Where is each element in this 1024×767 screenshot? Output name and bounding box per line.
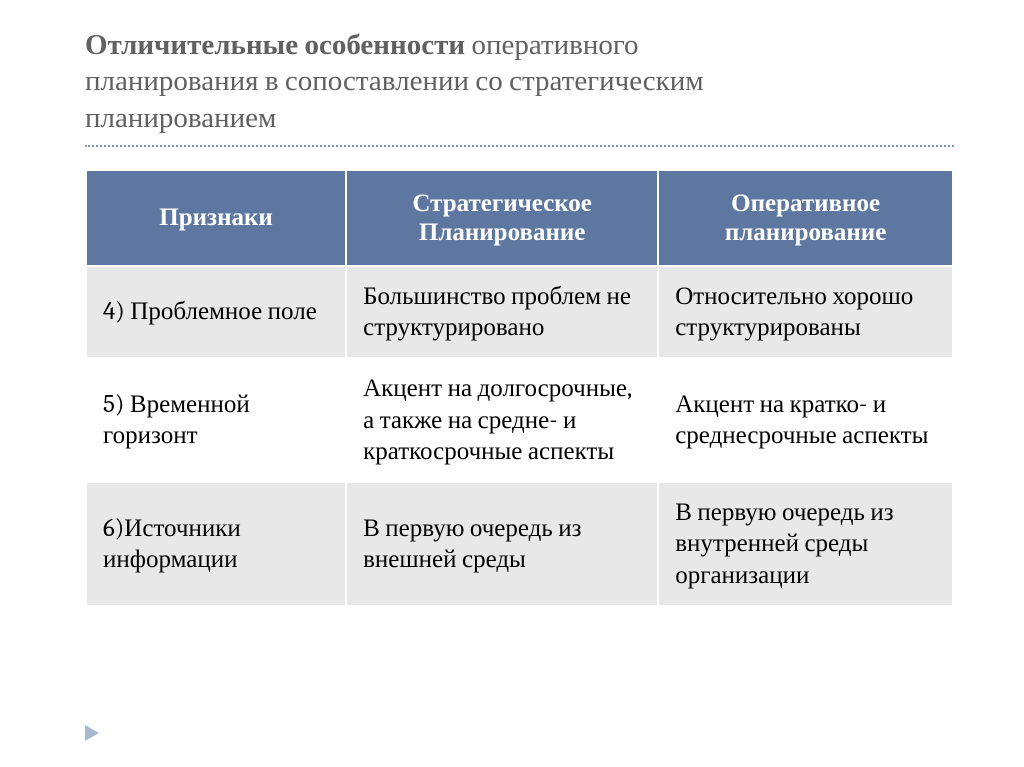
cell-r2-c3: Акцент на кратко- и среднесрочные аспект… (658, 358, 953, 482)
table-row: 4) Проблемное поле Большинство проблем н… (86, 266, 953, 359)
slide-title: Отличительные особенности оперативного п… (85, 28, 954, 147)
header-col-1: Признаки (86, 170, 346, 266)
cell-r3-c2: В первую очередь из внешней среды (346, 482, 658, 606)
header-col-3: Оперативное планирование (658, 170, 953, 266)
title-line-2: планирования в сопоставлении со стратеги… (85, 64, 954, 100)
header-col-2: Стратегическое Планирование (346, 170, 658, 266)
corner-marker-icon (85, 725, 99, 741)
table-header-row: Признаки Стратегическое Планирование Опе… (86, 170, 953, 266)
cell-r2-c1: 5) Временной горизонт (86, 358, 346, 482)
title-line-3: планированием (85, 101, 954, 137)
cell-r1-c1: 4) Проблемное поле (86, 266, 346, 359)
cell-r3-c1: 6)Источники информации (86, 482, 346, 606)
cell-r1-c3: Относительно хорошо структурированы (658, 266, 953, 359)
table-row: 5) Временной горизонт Акцент на долгосро… (86, 358, 953, 482)
title-bold: Отличительные особенности (85, 29, 465, 62)
title-rest-1: оперативного (465, 29, 638, 62)
table-row: 6)Источники информации В первую очередь … (86, 482, 953, 606)
comparison-table: Признаки Стратегическое Планирование Опе… (85, 169, 954, 607)
title-divider (85, 145, 954, 147)
cell-r3-c3: В первую очередь из внутренней среды орг… (658, 482, 953, 606)
cell-r2-c2: Акцент на долгосрочные, а также на средн… (346, 358, 658, 482)
cell-r1-c2: Большинство проблем не структурировано (346, 266, 658, 359)
